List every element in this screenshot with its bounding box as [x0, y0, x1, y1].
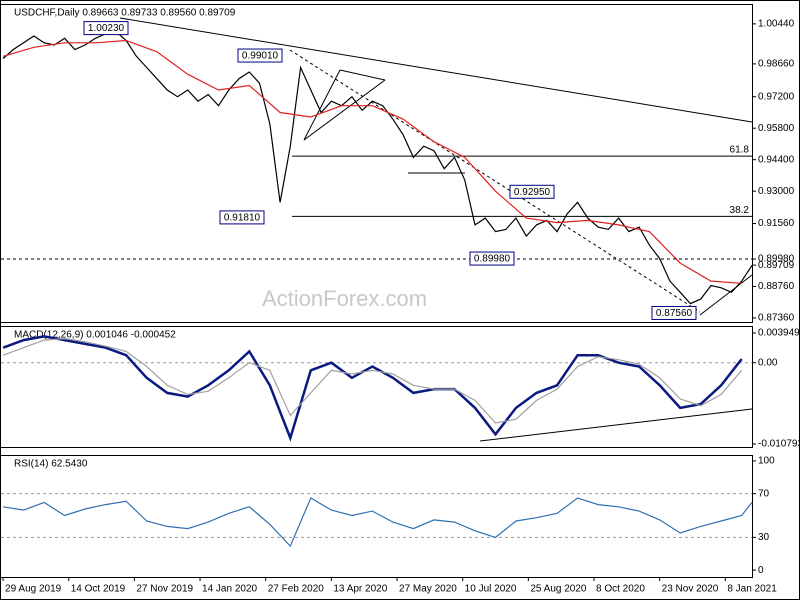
- price-box: [237, 48, 283, 63]
- y-tick-label: 0.91560: [758, 218, 795, 229]
- y-tick-label: 30: [758, 532, 770, 543]
- y-tick-label: -0.010793: [758, 439, 800, 450]
- price-box: [83, 21, 129, 36]
- y-tick-label: 0.95800: [758, 123, 795, 134]
- price-box: [651, 305, 697, 320]
- y-tick-label: 1.00440: [758, 19, 795, 30]
- x-tick-label: 27 Nov 2019: [136, 584, 193, 595]
- y-tick-label: 70: [758, 488, 770, 499]
- y-tick-label: 0.88760: [758, 281, 795, 292]
- fib-label: 61.8: [730, 145, 750, 156]
- x-tick-label: 14 Jan 2020: [202, 584, 257, 595]
- series-line: [3, 497, 753, 548]
- price-label: 0.92950: [514, 187, 551, 198]
- x-tick-label: 14 Oct 2019: [71, 584, 126, 595]
- series-line: [2, 337, 743, 424]
- price-box: [469, 251, 515, 266]
- panel-title: MACD(12,26,9) 0.001046 -0.000452: [14, 330, 176, 341]
- macd-panel: [0, 326, 753, 448]
- price-label: 1.00230: [88, 23, 125, 34]
- price-label: 0.91810: [224, 213, 261, 224]
- rsi-panel: [0, 455, 753, 578]
- x-tick-label: 8 Oct 2020: [596, 584, 645, 595]
- price-box: [219, 210, 265, 225]
- trend-line: [479, 408, 753, 442]
- x-tick-label: 29 Aug 2019: [5, 584, 62, 595]
- x-tick-label: 27 May 2020: [399, 584, 457, 595]
- y-tick-label: 0.87360: [758, 313, 795, 324]
- y-tick-label: 0.89709: [758, 260, 795, 271]
- x-tick-label: 23 Nov 2020: [662, 584, 719, 595]
- y-tick-label: 0: [758, 565, 764, 576]
- price-label: 0.87560: [656, 308, 693, 319]
- y-tick-label: 100: [758, 456, 775, 467]
- x-tick-label: 25 Aug 2020: [530, 584, 587, 595]
- series-line: [2, 39, 742, 284]
- price-panel: [0, 4, 753, 323]
- trend-line: [339, 69, 386, 81]
- price-label: 0.99010: [242, 51, 279, 62]
- x-tick-label: 13 Apr 2020: [333, 584, 387, 595]
- panel-title: RSI(14) 62.5430: [14, 459, 88, 470]
- x-tick-label: 10 Jul 2020: [465, 584, 517, 595]
- y-tick-label: 0.94400: [758, 154, 795, 165]
- trend-line: [119, 17, 753, 123]
- y-tick-label: 0.97200: [758, 91, 795, 102]
- y-tick-label: 0.003949: [758, 328, 800, 339]
- y-tick-label: 0.93000: [758, 186, 795, 197]
- panel-title: USDCHF,Daily 0.89663 0.89733 0.89560 0.8…: [14, 8, 236, 19]
- trend-line: [289, 49, 701, 313]
- price-box: [509, 184, 555, 199]
- trend-line: [303, 69, 341, 141]
- series-line: [2, 335, 743, 442]
- series-line: [2, 30, 753, 305]
- price-label: 0.89980: [474, 254, 511, 265]
- x-tick-label: 8 Jan 2021: [727, 584, 777, 595]
- y-tick-label: 0.89980: [758, 254, 795, 265]
- y-tick-label: 0.98660: [758, 59, 795, 70]
- x-tick-label: 27 Feb 2020: [268, 584, 325, 595]
- y-tick-label: 0.00: [758, 357, 778, 368]
- trend-line: [303, 79, 386, 141]
- fib-label: 38.2: [730, 205, 750, 216]
- trend-line: [699, 274, 753, 316]
- watermark: ActionForex.com: [262, 286, 427, 311]
